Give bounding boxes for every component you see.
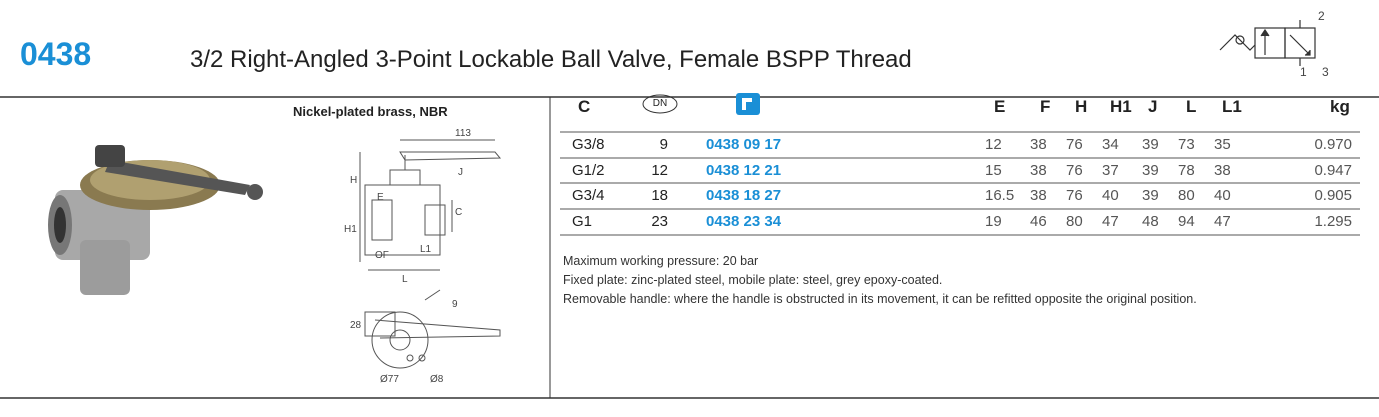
article-code: 0438 18 27 bbox=[706, 187, 782, 205]
column-header: DN bbox=[652, 98, 668, 109]
port-label: 1 bbox=[1300, 65, 1307, 79]
column-header: C bbox=[578, 97, 591, 116]
column-header: H1 bbox=[1110, 97, 1132, 116]
cell: G1 bbox=[572, 213, 593, 231]
cell: 76 bbox=[1066, 136, 1083, 153]
column-header: L1 bbox=[1222, 97, 1242, 116]
note: Fixed plate: zinc-plated steel, mobile p… bbox=[563, 273, 943, 287]
dimension-label: Ø77 bbox=[380, 374, 399, 385]
dimension-label: 9 bbox=[452, 299, 458, 310]
product-code: 0438 bbox=[20, 36, 92, 72]
cell: 46 bbox=[1030, 213, 1047, 231]
dimension-label: C bbox=[455, 207, 462, 218]
column-header: H bbox=[1075, 97, 1088, 116]
cell: 48 bbox=[1142, 213, 1159, 231]
cell: 38 bbox=[1214, 161, 1231, 179]
note: Maximum working pressure: 20 bar bbox=[563, 254, 759, 268]
technical-drawing bbox=[359, 139, 502, 369]
cell: 39 bbox=[1142, 161, 1159, 179]
cell: G3/4 bbox=[572, 187, 605, 205]
dn-icon bbox=[642, 94, 678, 114]
cell: 76 bbox=[1066, 187, 1083, 205]
cell: 0.905 bbox=[1314, 187, 1352, 205]
article-code: 0438 23 34 bbox=[706, 213, 782, 231]
dimension-label: H bbox=[350, 175, 357, 186]
column-header: L bbox=[1186, 97, 1197, 116]
material: Nickel-plated brass, NBR bbox=[293, 104, 448, 119]
column-header: F bbox=[1040, 97, 1051, 116]
cell: 9 bbox=[659, 136, 668, 153]
cell: 0.970 bbox=[1314, 136, 1352, 153]
cell: 15 bbox=[985, 161, 1002, 179]
cell: 78 bbox=[1178, 161, 1195, 179]
cell: 18 bbox=[651, 187, 668, 205]
dimension-label: 113 bbox=[455, 128, 471, 139]
cell: 80 bbox=[1178, 187, 1195, 205]
dimension-label: J bbox=[458, 167, 463, 178]
cell: 12 bbox=[651, 161, 668, 179]
dimension-label: Ø8 bbox=[430, 374, 444, 385]
port-label: 2 bbox=[1318, 9, 1325, 23]
cell: 73 bbox=[1178, 136, 1195, 153]
cell: 35 bbox=[1214, 136, 1231, 153]
cell: G3/8 bbox=[572, 136, 605, 153]
cell: 76 bbox=[1066, 161, 1083, 179]
cell: 39 bbox=[1142, 187, 1159, 205]
dimension-label: H1 bbox=[344, 224, 357, 235]
article-code: 0438 09 17 bbox=[706, 136, 782, 153]
port-label: 3 bbox=[1322, 65, 1329, 79]
cell: 23 bbox=[651, 213, 668, 231]
dimension-label: L bbox=[402, 274, 408, 285]
valve-symbol bbox=[1219, 20, 1316, 66]
cell: 0.947 bbox=[1314, 161, 1352, 179]
cell: 40 bbox=[1214, 187, 1231, 205]
column-header: E bbox=[994, 97, 1006, 116]
note: Removable handle: where the handle is ob… bbox=[563, 292, 1197, 306]
dimension-label: 28 bbox=[350, 320, 362, 331]
cell: 1.295 bbox=[1314, 213, 1352, 231]
cell: 37 bbox=[1102, 161, 1119, 179]
cell: 47 bbox=[1102, 213, 1119, 231]
product-title: 3/2 Right-Angled 3-Point Lockable Ball V… bbox=[190, 46, 912, 73]
column-header: kg bbox=[1330, 97, 1350, 116]
article-code: 0438 12 21 bbox=[706, 161, 782, 179]
code-icon bbox=[736, 93, 760, 115]
cell: 80 bbox=[1066, 213, 1083, 231]
column-header: J bbox=[1148, 97, 1158, 116]
dimension-label: OF bbox=[375, 250, 389, 261]
cell: 19 bbox=[985, 213, 1002, 231]
cell: 38 bbox=[1030, 136, 1047, 153]
cell: 94 bbox=[1178, 213, 1195, 231]
cell: 34 bbox=[1102, 136, 1119, 153]
cell: 38 bbox=[1030, 161, 1047, 179]
cell: 16.5 bbox=[985, 187, 1015, 205]
valve-photo bbox=[48, 145, 263, 295]
cell: 40 bbox=[1102, 187, 1119, 205]
cell: G1/2 bbox=[572, 161, 605, 179]
cell: 38 bbox=[1030, 187, 1047, 205]
cell: 47 bbox=[1214, 213, 1231, 231]
cell: 12 bbox=[985, 136, 1002, 153]
dimension-label: L1 bbox=[420, 244, 432, 255]
dimension-label: E bbox=[377, 192, 384, 203]
cell: 39 bbox=[1142, 136, 1159, 153]
